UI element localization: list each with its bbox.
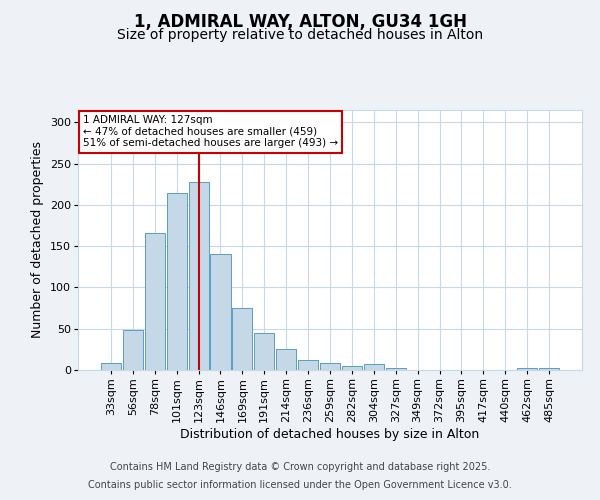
Bar — [320, 362, 340, 370]
Bar — [101, 364, 121, 370]
Text: Contains HM Land Registry data © Crown copyright and database right 2025.: Contains HM Land Registry data © Crown c… — [110, 462, 490, 472]
Bar — [298, 360, 318, 370]
Bar — [364, 364, 384, 370]
Bar — [188, 182, 209, 370]
Text: 1 ADMIRAL WAY: 127sqm
← 47% of detached houses are smaller (459)
51% of semi-det: 1 ADMIRAL WAY: 127sqm ← 47% of detached … — [83, 115, 338, 148]
Bar — [123, 330, 143, 370]
Bar — [276, 350, 296, 370]
Bar — [342, 366, 362, 370]
X-axis label: Distribution of detached houses by size in Alton: Distribution of detached houses by size … — [181, 428, 479, 440]
Bar — [211, 254, 230, 370]
Bar — [145, 233, 165, 370]
Text: 1, ADMIRAL WAY, ALTON, GU34 1GH: 1, ADMIRAL WAY, ALTON, GU34 1GH — [133, 12, 467, 30]
Bar — [232, 308, 253, 370]
Bar — [386, 368, 406, 370]
Y-axis label: Number of detached properties: Number of detached properties — [31, 142, 44, 338]
Bar — [167, 192, 187, 370]
Text: Contains public sector information licensed under the Open Government Licence v3: Contains public sector information licen… — [88, 480, 512, 490]
Bar — [517, 368, 537, 370]
Text: Size of property relative to detached houses in Alton: Size of property relative to detached ho… — [117, 28, 483, 42]
Bar — [539, 368, 559, 370]
Bar — [254, 333, 274, 370]
